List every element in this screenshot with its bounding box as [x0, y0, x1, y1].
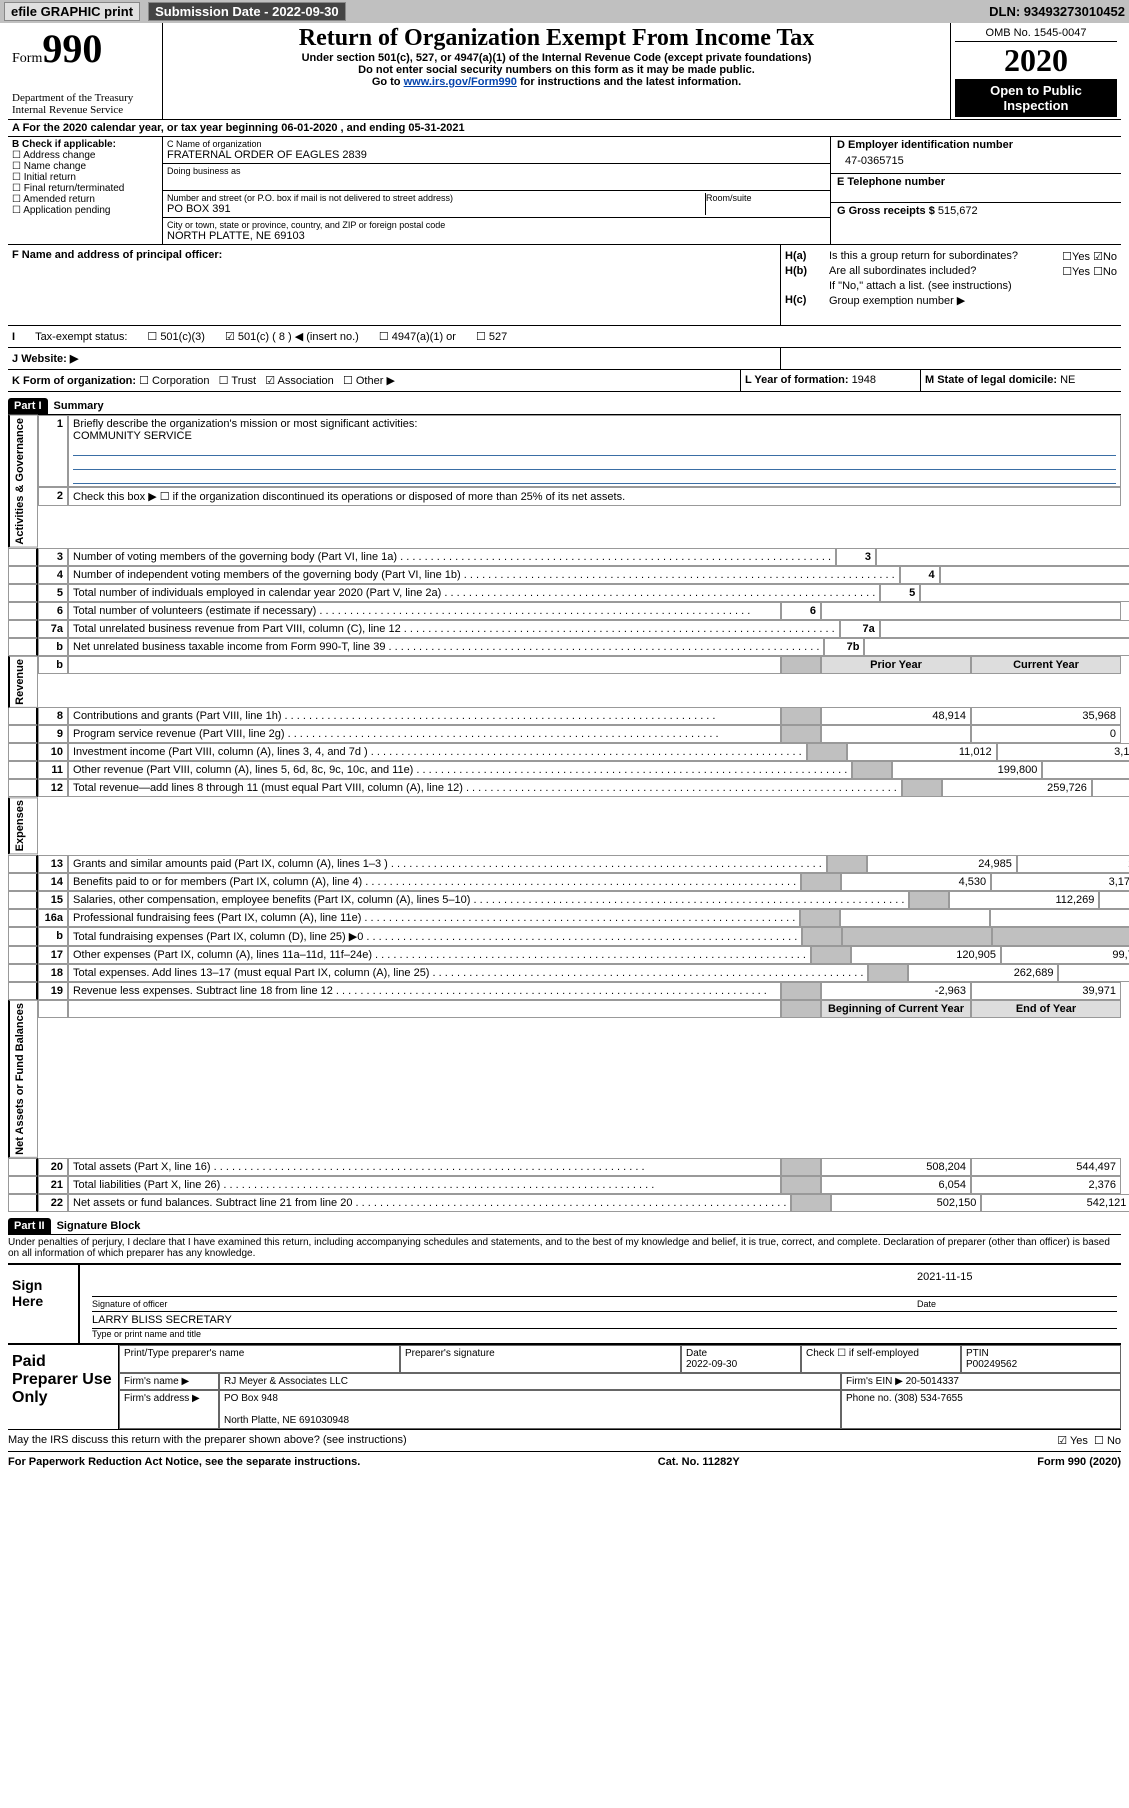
catalog-number: Cat. No. 11282Y — [658, 1456, 740, 1468]
org-name: FRATERNAL ORDER OF EAGLES 2839 — [167, 149, 826, 161]
open-public-inspection: Open to Public Inspection — [955, 79, 1117, 117]
501c-checkbox[interactable]: ☑ 501(c) ( 8 ) ◀ (insert no.) — [225, 330, 359, 343]
form-subtitle-1: Under section 501(c), 527, or 4947(a)(1)… — [167, 52, 946, 64]
form-subtitle-2: Do not enter social security numbers on … — [167, 64, 946, 76]
signature-date: 2021-11-15 — [917, 1271, 1117, 1294]
form990-link[interactable]: www.irs.gov/Form990 — [404, 76, 517, 88]
preparer-date: 2022-09-30 — [686, 1359, 737, 1370]
checkbox-final-return-terminated[interactable]: ☐ Final return/terminated — [12, 183, 158, 194]
self-employed-checkbox[interactable]: Check ☐ if self-employed — [801, 1345, 961, 1373]
k-opt-2[interactable]: ☑ Association — [265, 375, 343, 387]
expenses-label: Expenses — [8, 797, 38, 854]
hb-yes-checkbox[interactable]: ☐Yes — [1062, 266, 1090, 278]
form-of-org: K Form of organization: ☐ Corporation ☐ … — [8, 370, 741, 391]
section-b-checkboxes: B Check if applicable: ☐ Address change☐… — [8, 137, 163, 244]
firm-ein: 20-5014337 — [906, 1376, 959, 1387]
4947-checkbox[interactable]: ☐ 4947(a)(1) or — [379, 330, 456, 343]
form-title: Return of Organization Exempt From Incom… — [167, 25, 946, 52]
firm-address-2: North Platte, NE 691030948 — [224, 1415, 349, 1426]
state-domicile: NE — [1060, 374, 1075, 386]
ein: 47-0365715 — [837, 151, 1115, 171]
mission: COMMUNITY SERVICE — [73, 430, 192, 442]
k-opt-3[interactable]: ☐ Other ▶ — [343, 375, 404, 387]
revenue-label: Revenue — [8, 656, 38, 708]
efile-button[interactable]: efile GRAPHIC print — [4, 2, 140, 21]
checkbox-application-pending[interactable]: ☐ Application pending — [12, 205, 158, 216]
omb-number: OMB No. 1545-0047 — [955, 25, 1117, 42]
k-opt-1[interactable]: ☐ Trust — [219, 375, 266, 387]
form-subtitle-3: Go to www.irs.gov/Form990 for instructio… — [167, 76, 946, 88]
firm-address-1: PO Box 948 — [224, 1393, 278, 1404]
pra-notice: For Paperwork Reduction Act Notice, see … — [8, 1456, 360, 1468]
gross-receipts: 515,672 — [938, 205, 978, 217]
part-i-header: Part I — [8, 398, 48, 414]
checkbox-initial-return[interactable]: ☐ Initial return — [12, 172, 158, 183]
part-ii-header: Part II — [8, 1218, 51, 1234]
dln: DLN: 93493273010452 — [989, 4, 1125, 19]
city-state-zip: North Platte, NE 69103 — [167, 230, 826, 242]
501c3-checkbox[interactable]: ☐ 501(c)(3) — [147, 330, 205, 343]
sign-here-label: Sign Here — [8, 1265, 78, 1343]
form-body: Form990 Department of the Treasury Inter… — [0, 23, 1129, 1472]
net-assets-label: Net Assets or Fund Balances — [8, 1000, 38, 1158]
k-opt-0[interactable]: ☐ Corporation — [139, 375, 219, 387]
527-checkbox[interactable]: ☐ 527 — [476, 330, 507, 343]
submission-date: Submission Date - 2022-09-30 — [148, 2, 346, 21]
efile-top-bar: efile GRAPHIC print Submission Date - 20… — [0, 0, 1129, 23]
ha-yes-checkbox[interactable]: ☐Yes — [1062, 251, 1090, 263]
discuss-no-checkbox[interactable]: ☐ No — [1094, 1434, 1121, 1447]
form-identifier: Form990 Department of the Treasury Inter… — [8, 23, 163, 119]
form-footer: Form 990 (2020) — [1037, 1456, 1121, 1468]
officer-name: LARRY BLISS SECRETARY — [92, 1314, 232, 1326]
principal-officer — [12, 261, 776, 321]
street-address: PO BOX 391 — [167, 203, 705, 215]
hb-no-checkbox[interactable]: ☐No — [1093, 266, 1117, 278]
paid-preparer-label: Paid Preparer Use Only — [8, 1345, 118, 1429]
activities-governance-label: Activities & Governance — [8, 415, 38, 548]
firm-phone: (308) 534-7655 — [894, 1393, 962, 1404]
tax-year: 2020 — [955, 42, 1117, 79]
checkbox-amended-return[interactable]: ☐ Amended return — [12, 194, 158, 205]
checkbox-name-change[interactable]: ☐ Name change — [12, 161, 158, 172]
ha-no-checkbox[interactable]: ☑No — [1093, 251, 1117, 263]
perjury-statement: Under penalties of perjury, I declare th… — [8, 1234, 1121, 1261]
tax-period: A For the 2020 calendar year, or tax yea… — [8, 120, 1121, 137]
ptin: P00249562 — [966, 1359, 1017, 1370]
checkbox-address-change[interactable]: ☐ Address change — [12, 150, 158, 161]
firm-name: RJ Meyer & Associates LLC — [219, 1373, 841, 1390]
year-formation: 1948 — [852, 374, 876, 386]
discuss-yes-checkbox[interactable]: ☑ Yes — [1057, 1434, 1088, 1447]
